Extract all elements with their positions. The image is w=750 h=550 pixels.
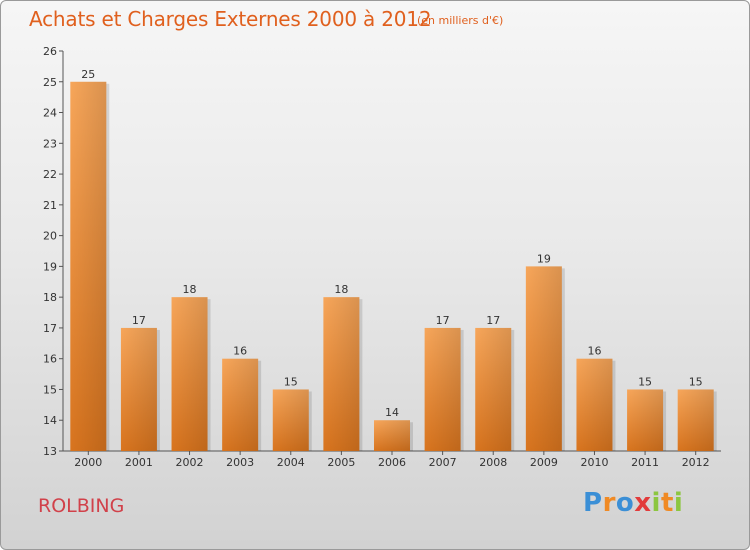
bar-value-label: 25: [81, 68, 95, 81]
bar-shade: [576, 358, 613, 451]
bar-shade: [627, 389, 664, 451]
y-tick-label: 15: [43, 383, 57, 396]
x-tick-label: 2005: [327, 456, 355, 469]
commune-name: ROLBING: [38, 495, 125, 517]
y-tick-label: 18: [43, 291, 57, 304]
x-tick-label: 2011: [631, 456, 659, 469]
proxiti-logo: Proxiti: [583, 488, 683, 518]
bar-shade: [120, 327, 157, 451]
bar-shade: [525, 266, 562, 451]
x-tick-label: 2003: [226, 456, 254, 469]
logo-letter: i: [651, 488, 661, 518]
bar-value-label: 14: [385, 406, 399, 419]
logo-letter: P: [583, 488, 603, 518]
axes: 13 14 15 16 17 18 19 20 21 22 23 24 25 26 2000 2001 2002…: [43, 45, 721, 469]
chart-title: Achats et Charges Externes 2000 à 2012: [29, 7, 432, 31]
y-tick-label: 25: [43, 76, 57, 89]
y-tick-label: 26: [43, 45, 57, 58]
x-tick-label: 2000: [74, 456, 102, 469]
y-tick-label: 24: [43, 107, 57, 120]
logo-letter: r: [602, 488, 616, 518]
bar-shade: [475, 327, 512, 451]
bar-shade: [424, 327, 461, 451]
bar-value-label: 18: [183, 283, 197, 296]
bar-value-label: 17: [436, 314, 450, 327]
y-tick-label: 23: [43, 137, 57, 150]
logo-letter: o: [615, 488, 635, 518]
bar-shade: [374, 420, 410, 451]
bar-shade: [677, 389, 714, 451]
y-tick-label: 19: [43, 260, 57, 273]
y-tick-label: 14: [43, 414, 57, 427]
bar-value-label: 15: [284, 375, 298, 388]
y-tick-label: 13: [43, 445, 57, 458]
x-tick-label: 2002: [176, 456, 204, 469]
logo-letter: i: [673, 488, 684, 518]
x-tick-label: 2009: [530, 456, 558, 469]
bar-value-label: 17: [486, 314, 500, 327]
bar-shade: [171, 297, 208, 451]
chart-subtitle: (en milliers d'€): [417, 14, 504, 27]
y-tick-label: 21: [43, 199, 57, 212]
x-tick-label: 2004: [277, 456, 305, 469]
bar-value-label: 15: [638, 375, 652, 388]
bar-value-label: 16: [587, 345, 601, 358]
y-tick-label: 16: [43, 353, 57, 366]
x-tick-label: 2012: [682, 456, 710, 469]
bars: 25 17 18 16 15 18 14 17 17 19 16 15 15: [70, 68, 717, 452]
x-tick-label: 2008: [479, 456, 507, 469]
x-tick-label: 2007: [429, 456, 457, 469]
bar-value-label: 16: [233, 345, 247, 358]
y-tick-label: 20: [43, 230, 57, 243]
bar-shade: [323, 297, 360, 451]
bar-value-label: 17: [132, 314, 146, 327]
bar-shade: [222, 358, 259, 451]
x-tick-label: 2010: [580, 456, 608, 469]
y-tick-label: 17: [43, 322, 57, 335]
logo-letter: t: [660, 488, 674, 518]
x-tick-label: 2006: [378, 456, 406, 469]
bar-value-label: 19: [537, 252, 551, 265]
bar-value-label: 15: [689, 375, 703, 388]
x-tick-label: 2001: [125, 456, 153, 469]
bar-shade: [272, 389, 309, 451]
logo-letter: x: [634, 488, 652, 518]
bar-shade: [70, 81, 107, 452]
y-tick-label: 22: [43, 168, 57, 181]
bar-value-label: 18: [334, 283, 348, 296]
